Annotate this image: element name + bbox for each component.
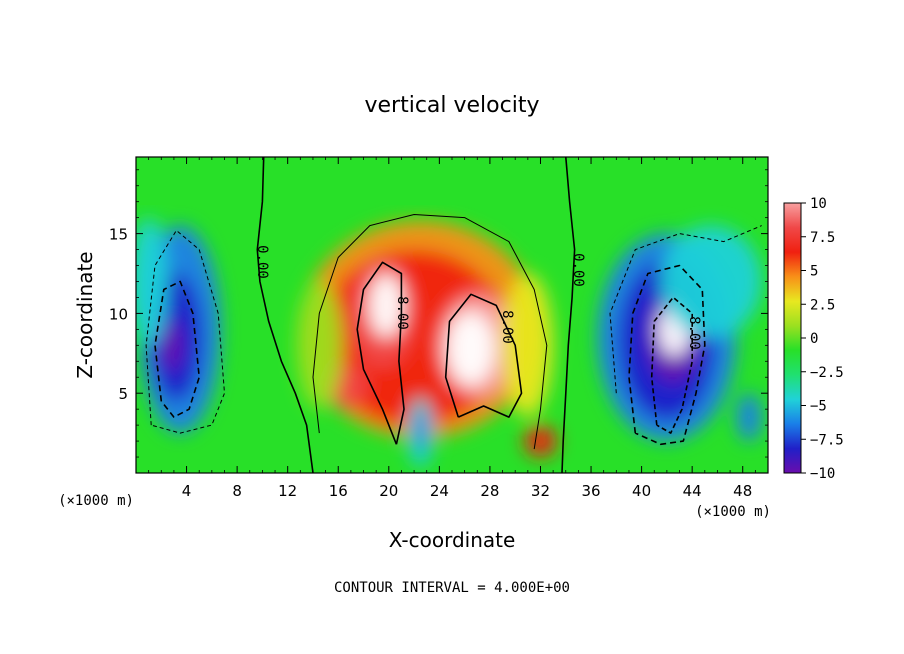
x-tick-label: 4 xyxy=(182,482,192,500)
colorbar-tick-label: 0 xyxy=(810,331,818,347)
contour-label-eight-b: 8.00 xyxy=(499,310,515,344)
velocity-field xyxy=(136,217,762,469)
x-tick-label: 16 xyxy=(329,482,348,500)
contour-eight-right-plume xyxy=(444,293,523,418)
chart-title: vertical velocity xyxy=(364,93,539,118)
y-tick-label: 10 xyxy=(109,305,128,323)
field-blob xyxy=(660,225,762,338)
contour-zero-right xyxy=(561,157,576,473)
y-tick-label: 5 xyxy=(118,385,128,403)
y-axis-label: Z-coordinate xyxy=(73,251,97,378)
colorbar-tick-label: 7.5 xyxy=(810,230,835,246)
x-tick-label: 24 xyxy=(430,482,449,500)
contour-dashed-right-outer xyxy=(609,225,762,394)
field-blob xyxy=(415,412,428,451)
field-blob xyxy=(502,273,554,418)
contour-label-eight-a: 8.00 xyxy=(394,296,410,330)
colorbar-tick-label: 2.5 xyxy=(810,297,835,313)
field-blob xyxy=(296,281,343,410)
x-tick-label: 44 xyxy=(683,482,702,500)
field-blob xyxy=(736,393,762,442)
x-tick-label: 48 xyxy=(733,482,752,500)
x-tick-label: 12 xyxy=(278,482,297,500)
x-axis: 4 8 12 16 20 24 28 32 36 40 44 48 xyxy=(148,157,756,500)
x-axis-label: X-coordinate xyxy=(389,528,516,552)
contour-minus-eight-right xyxy=(650,296,693,434)
x-tick-label: 20 xyxy=(379,482,398,500)
plot-area xyxy=(136,157,768,473)
colorbar-tick-label: −5 xyxy=(810,399,827,415)
contour-minus-zero-left xyxy=(145,229,225,434)
x-tick-label: 32 xyxy=(531,482,550,500)
contour-eight-left-plume xyxy=(356,261,405,445)
contour-lines xyxy=(145,157,762,473)
contour-label-zero-right: 0.00 xyxy=(570,253,586,287)
contour-interval-text: CONTOUR INTERVAL = 4.000E+00 xyxy=(334,580,570,596)
field-blob xyxy=(524,425,557,458)
colorbar-tick-label: −2.5 xyxy=(810,365,844,381)
y-axis: 5 10 15 xyxy=(109,169,768,458)
contour-four-updraft xyxy=(312,214,548,450)
colorbar-tick-label: −7.5 xyxy=(810,432,844,448)
field-blob xyxy=(136,217,168,346)
y-tick-label: 15 xyxy=(109,226,128,244)
colorbar-tick-label: 10 xyxy=(810,196,827,212)
contour-minus-four-right xyxy=(628,264,706,446)
colorbar-ticks: 10 7.5 5 2.5 0 −2.5 −5 −7.5 −10 xyxy=(801,196,844,482)
x-tick-label: 8 xyxy=(232,482,242,500)
colorbar-tick-label: 5 xyxy=(810,264,818,280)
x-tick-label: 36 xyxy=(581,482,600,500)
x-tick-label: 40 xyxy=(632,482,651,500)
colorbar: 10 7.5 5 2.5 0 −2.5 −5 −7.5 −10 xyxy=(783,196,844,482)
contour-labels: 0.00 0.00 8.00 8.00 8.00 xyxy=(254,245,702,350)
contour-label-eight-c: 8.00 xyxy=(686,316,702,350)
colorbar-tick-label: −10 xyxy=(810,466,835,482)
x-tick-label: 28 xyxy=(480,482,499,500)
x-unit-label-right: (×1000 m) xyxy=(695,504,771,520)
contour-zero-left xyxy=(256,157,314,473)
x-unit-label-left: (×1000 m) xyxy=(58,493,134,509)
field-blob xyxy=(161,319,182,371)
field-saturated xyxy=(368,273,404,338)
colorbar-strip xyxy=(783,202,802,474)
contour-minus-four-left xyxy=(154,280,200,418)
field-saturated xyxy=(446,311,495,386)
contour-label-zero-left: 0.00 xyxy=(254,245,270,279)
